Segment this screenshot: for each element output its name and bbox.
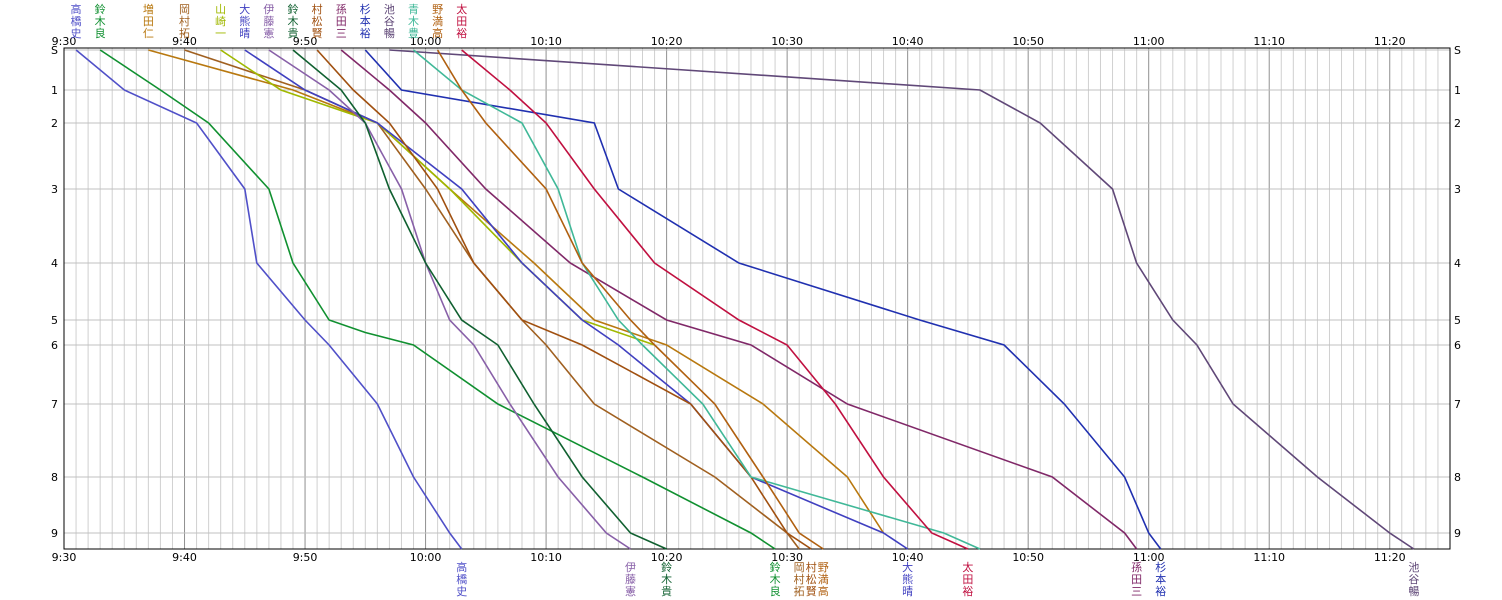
series-bottom-label: 大熊晴 — [902, 560, 913, 598]
x-tick-label-top: 11:10 — [1253, 35, 1285, 48]
x-tick-label-bottom: 10:50 — [1012, 551, 1044, 564]
series-bottom-label: 岡村拓 — [794, 561, 805, 598]
chart-axes: S S 1 1 2 2 3 3 4 4 5 5 6 6 7 7 8 8 9 9 9:30 9:30 9:40 9:40 9:50… — [51, 35, 1461, 564]
series-line — [292, 49, 667, 550]
x-tick-label-bottom: 11:20 — [1374, 551, 1406, 564]
x-tick-label-top: 9:30 — [52, 35, 77, 48]
series-line — [244, 49, 909, 550]
series-top-label: 青木豊 — [408, 3, 419, 40]
series-bottom-label: 孫田三 — [1131, 561, 1142, 598]
x-tick-label-bottom: 11:00 — [1133, 551, 1165, 564]
y-tick-label-right: 2 — [1454, 117, 1461, 130]
y-tick-label-right: 4 — [1454, 257, 1461, 270]
x-tick-label-top: 9:40 — [172, 35, 197, 48]
series-top-label: 杉本裕 — [360, 2, 371, 40]
series-top-label: 大熊晴 — [239, 2, 250, 40]
series-bottom-label: 伊藤憲 — [625, 561, 636, 598]
x-tick-label-bottom: 10:00 — [410, 551, 442, 564]
y-tick-label-right: 5 — [1454, 314, 1461, 327]
series-top-label: 岡村拓 — [179, 3, 190, 40]
series-top-label: 孫田三 — [336, 3, 347, 40]
x-tick-label-bottom: 9:40 — [172, 551, 197, 564]
y-tick-label-left: 7 — [51, 398, 58, 411]
y-tick-label-left: 9 — [51, 527, 58, 540]
series-line — [340, 49, 1138, 550]
series-top-label: 鈴木良 — [95, 2, 106, 40]
runner-labels: 高橋史高橋史鈴木良鈴木良増田仁岡村拓岡村拓山崎一大熊晴大熊晴伊藤憲伊藤憲鈴木貴鈴… — [71, 2, 1420, 598]
series-top-label: 高橋史 — [71, 2, 82, 40]
series-bottom-label: 高橋史 — [456, 560, 467, 598]
series-bottom-label: 池谷暢 — [1408, 561, 1419, 598]
y-tick-label-right: 7 — [1454, 398, 1461, 411]
series-bottom-label: 野満高 — [818, 561, 829, 598]
y-tick-label-right: 9 — [1454, 527, 1461, 540]
y-tick-label-right: 1 — [1454, 84, 1461, 97]
y-tick-label-left: 5 — [51, 314, 58, 327]
x-tick-label-top: 11:00 — [1133, 35, 1165, 48]
x-tick-label-bottom: 9:30 — [52, 551, 77, 564]
series-bottom-label: 太田裕 — [962, 561, 973, 598]
series-line — [75, 49, 463, 550]
series-top-label: 太田裕 — [456, 3, 467, 40]
y-tick-label-left: 6 — [51, 339, 58, 352]
y-tick-label-right: 3 — [1454, 183, 1461, 196]
x-tick-label-top: 11:20 — [1374, 35, 1406, 48]
y-tick-label-right: 6 — [1454, 339, 1461, 352]
y-tick-label-left: 3 — [51, 183, 58, 196]
x-tick-label-top: 10:20 — [651, 35, 683, 48]
series-top-label: 野満高 — [432, 3, 443, 40]
x-tick-label-bottom: 10:40 — [892, 551, 924, 564]
x-tick-label-top: 10:10 — [530, 35, 562, 48]
plot-frame — [63, 47, 1451, 550]
chart-series — [75, 49, 1415, 550]
y-tick-label-left: 4 — [51, 257, 58, 270]
y-tick-label-left: 1 — [51, 84, 58, 97]
series-line — [436, 49, 824, 550]
x-tick-label-top: 10:50 — [1012, 35, 1044, 48]
x-tick-label-top: 10:40 — [892, 35, 924, 48]
x-tick-label-bottom: 9:50 — [293, 551, 318, 564]
x-tick-label-top: 9:50 — [293, 35, 318, 48]
series-line — [389, 49, 1415, 550]
series-line — [268, 49, 631, 550]
series-line — [148, 49, 885, 534]
series-top-label: 山崎一 — [215, 3, 226, 40]
series-bottom-label: 鈴木良 — [770, 560, 781, 598]
series-top-label: 増田仁 — [143, 3, 154, 40]
x-tick-label-bottom: 10:30 — [771, 551, 803, 564]
series-line — [184, 49, 800, 550]
series-line — [412, 49, 981, 550]
series-top-label: 村松賢 — [312, 2, 323, 40]
y-tick-label-left: 2 — [51, 117, 58, 130]
y-tick-label-left: S — [51, 44, 58, 57]
series-line — [316, 49, 812, 550]
series-top-label: 鈴木貴 — [287, 2, 298, 40]
y-tick-label-right: S — [1454, 44, 1461, 57]
y-tick-label-left: 8 — [51, 471, 58, 484]
chart-grid — [63, 48, 1451, 549]
x-tick-label-bottom: 10:20 — [651, 551, 683, 564]
x-tick-label-top: 10:30 — [771, 35, 803, 48]
series-bottom-label: 杉本裕 — [1155, 560, 1166, 598]
series-line — [461, 49, 969, 550]
series-top-label: 池谷暢 — [384, 3, 395, 40]
series-bottom-label: 鈴木貴 — [661, 560, 672, 598]
x-tick-label-bottom: 10:10 — [530, 551, 562, 564]
series-line — [99, 49, 776, 550]
series-bottom-label: 村松賢 — [806, 560, 817, 598]
series-top-label: 伊藤憲 — [263, 3, 274, 40]
y-tick-label-right: 8 — [1454, 471, 1461, 484]
series-line — [364, 49, 1162, 550]
x-tick-label-top: 10:00 — [410, 35, 442, 48]
x-tick-label-bottom: 11:10 — [1253, 551, 1285, 564]
